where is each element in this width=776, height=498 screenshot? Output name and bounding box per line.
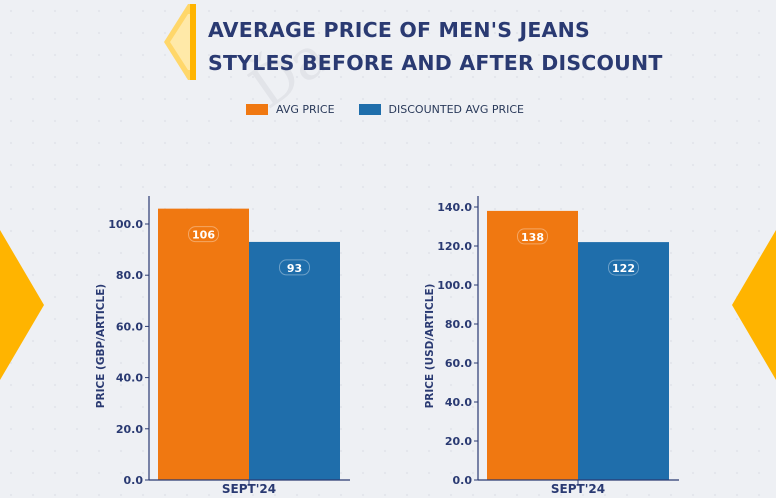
chart-2-y-tick-label-2: 40.0 [445, 396, 472, 409]
chart-2-data-label-2: 122 [612, 262, 635, 275]
chart-1-x-tick-label: SEPT'24 [222, 482, 276, 496]
chart-1-y-tick-label-5: 100.0 [108, 218, 143, 231]
legend-item-discounted-avg-price: DISCOUNTED AVG PRICE [358, 102, 525, 116]
chart-2-y-axis-title: PRICE (USD/ARTICLE) [424, 284, 436, 409]
legend-swatch-avg-price [246, 103, 268, 115]
chart-legend: AVG PRICE DISCOUNTED AVG PRICE [246, 101, 524, 117]
chart-1-y-tick-label-2: 40.0 [116, 372, 143, 385]
chart-1-y-tick-label-4: 80.0 [116, 269, 143, 282]
chart-1-y-tick-label-1: 20.0 [116, 423, 143, 436]
chart-1-bar-avg-price [158, 208, 249, 480]
chart-2-y-tick-label-3: 60.0 [445, 357, 472, 370]
chart-2-y-tick-label-4: 80.0 [445, 318, 472, 331]
chart-2-data-label-bg-2 [608, 259, 639, 276]
title-line-1: AVERAGE PRICE OF MEN'S JEANS [208, 18, 590, 42]
chart-1-data-label-bg-1 [188, 226, 219, 243]
left-chevron-decoration [0, 230, 44, 380]
chart-1-data-label-1: 106 [192, 229, 215, 242]
chart-2-y-tick-label-6: 120.0 [437, 240, 472, 253]
legend-label-discounted-avg-price: DISCOUNTED AVG PRICE [388, 102, 525, 116]
chart-1-y-axis-title: PRICE (GBP/ARTICLE) [95, 284, 107, 408]
chart-2-data-label-1: 138 [521, 231, 544, 244]
chart-2-data-label-bg-1 [517, 228, 548, 245]
chart-1-bar-discounted-avg-price [249, 241, 340, 480]
chart-2-y-tick-label-7: 140.0 [437, 201, 472, 214]
right-chevron-decoration [732, 230, 776, 380]
chart-1-data-label-2: 93 [287, 262, 302, 275]
page-title: AVERAGE PRICE OF MEN'S JEANS STYLES BEFO… [208, 14, 728, 80]
header-chevron-icon [164, 4, 192, 80]
chart-2-y-tick-label-5: 100.0 [437, 279, 472, 292]
title-line-2: STYLES BEFORE AND AFTER DISCOUNT [208, 51, 663, 75]
chart-2-y-tick-label-0: 0.0 [453, 474, 473, 487]
legend-swatch-discounted-avg-price [358, 103, 381, 115]
legend-label-avg-price: AVG PRICE [276, 102, 335, 116]
chart-2-y-tick-label-1: 20.0 [445, 435, 472, 448]
chart-2-x-tick-label: SEPT'24 [551, 482, 605, 496]
chart-1-y-tick-label-0: 0.0 [124, 474, 144, 487]
header-accent-bar [190, 4, 196, 80]
legend-item-avg-price: AVG PRICE [246, 103, 335, 116]
chart-2-bar-discounted-avg-price [578, 242, 669, 480]
chart-1-y-tick-label-3: 60.0 [116, 320, 143, 333]
chart-1-data-label-bg-2 [279, 259, 310, 276]
chart-2-bar-avg-price [487, 210, 578, 480]
